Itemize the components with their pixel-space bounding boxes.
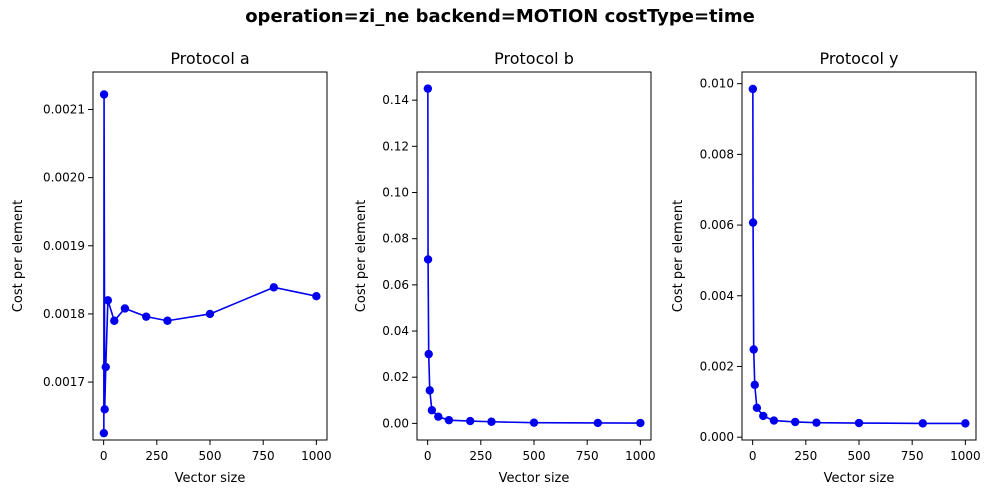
data-point bbox=[141, 312, 151, 321]
plot-frame bbox=[741, 71, 977, 441]
data-point bbox=[790, 417, 800, 427]
x-tick-label: 0 bbox=[749, 449, 757, 463]
y-axis-label: Cost per element bbox=[671, 200, 686, 312]
y-tick-label: 0.04 bbox=[382, 324, 409, 338]
data-point bbox=[269, 283, 279, 292]
y-tick-label: 0.002 bbox=[700, 359, 734, 373]
x-axis-label: Vector size bbox=[824, 471, 895, 486]
x-tick-label: 500 bbox=[848, 449, 871, 463]
x-tick-label: 1000 bbox=[301, 449, 332, 463]
y-tick-label: 0.0017 bbox=[43, 375, 85, 389]
subplot-1: Protocol a 0 250 500 750 1000 0.0017 0.0018 0.00… bbox=[11, 49, 332, 486]
x-tick-label: 250 bbox=[794, 449, 817, 463]
y-axis-label: Cost per element bbox=[11, 200, 26, 312]
y-tick-label: 0.08 bbox=[382, 232, 409, 246]
data-point bbox=[427, 406, 437, 415]
data-point bbox=[444, 415, 454, 425]
subplot-2: Protocol b 0 250 500 750 1000 0.00 0.02 0.04 0.06… bbox=[354, 49, 656, 486]
data-point bbox=[918, 419, 928, 428]
y-axis-label: Cost per element bbox=[354, 200, 369, 312]
data-point bbox=[423, 84, 433, 93]
x-tick-label: 750 bbox=[901, 449, 924, 463]
series-line bbox=[752, 88, 966, 425]
x-axis-label: Vector size bbox=[175, 471, 246, 486]
data-point bbox=[163, 316, 172, 325]
data-point bbox=[100, 405, 109, 414]
data-point bbox=[769, 416, 779, 425]
plot-frame bbox=[416, 71, 652, 441]
y-tick-label: 0.02 bbox=[382, 370, 409, 384]
y-tick-label: 0.06 bbox=[382, 278, 409, 292]
y-tick-label: 0.10 bbox=[382, 186, 409, 200]
data-point bbox=[312, 292, 321, 301]
x-tick-label: 750 bbox=[576, 449, 599, 463]
data-point bbox=[748, 84, 758, 94]
x-tick-label: 500 bbox=[199, 449, 222, 463]
y-tick-label: 0.010 bbox=[700, 77, 734, 91]
data-point bbox=[750, 380, 759, 390]
x-tick-label: 0 bbox=[100, 449, 108, 463]
y-tick-label: 0.14 bbox=[382, 93, 409, 107]
plot-frame bbox=[92, 71, 328, 441]
x-tick-label: 0 bbox=[424, 449, 432, 463]
y-tick-label: 0.0019 bbox=[43, 239, 85, 253]
y-tick-label: 0.000 bbox=[700, 430, 734, 444]
x-tick-label: 250 bbox=[469, 449, 492, 463]
subplot-title: Protocol b bbox=[494, 49, 574, 68]
x-tick-label: 1000 bbox=[625, 449, 656, 463]
data-point bbox=[101, 362, 110, 372]
x-tick-label: 750 bbox=[252, 449, 275, 463]
data-point bbox=[636, 418, 645, 428]
data-point bbox=[434, 412, 443, 421]
data-point bbox=[487, 417, 496, 426]
y-tick-label: 0.00 bbox=[382, 416, 409, 430]
subplot-3: Protocol y 0 250 500 750 1000 0.000 0.002 0.004 0… bbox=[671, 49, 981, 486]
data-point bbox=[593, 418, 603, 428]
data-point bbox=[424, 349, 433, 359]
data-point bbox=[759, 411, 768, 421]
data-point bbox=[103, 296, 113, 305]
data-point bbox=[748, 218, 758, 227]
data-point bbox=[110, 316, 119, 325]
y-tick-label: 0.12 bbox=[382, 139, 409, 153]
subplot-title: Protocol a bbox=[170, 49, 249, 68]
data-point bbox=[99, 428, 109, 438]
x-tick-label: 500 bbox=[523, 449, 546, 463]
data-point bbox=[529, 418, 539, 427]
data-point bbox=[99, 90, 109, 99]
data-point bbox=[205, 309, 215, 319]
x-axis-label: Vector size bbox=[499, 471, 570, 486]
data-point bbox=[752, 403, 762, 413]
figure-title: operation=zi_ne backend=MOTION costType=… bbox=[245, 6, 755, 27]
y-tick-label: 0.006 bbox=[700, 218, 734, 232]
y-tick-label: 0.0020 bbox=[43, 171, 85, 185]
data-point bbox=[120, 304, 130, 313]
data-point bbox=[465, 416, 475, 426]
data-point bbox=[961, 419, 970, 428]
data-point bbox=[425, 386, 434, 395]
y-tick-label: 0.008 bbox=[700, 147, 734, 161]
series-line bbox=[103, 94, 317, 434]
series-line bbox=[427, 88, 641, 424]
data-point bbox=[812, 418, 821, 427]
data-point bbox=[854, 418, 864, 428]
x-tick-label: 1000 bbox=[950, 449, 981, 463]
data-point bbox=[423, 255, 433, 264]
data-point bbox=[749, 345, 758, 354]
subplot-title: Protocol y bbox=[819, 49, 898, 68]
x-tick-label: 250 bbox=[145, 449, 168, 463]
y-tick-label: 0.0018 bbox=[43, 307, 85, 321]
y-tick-label: 0.0021 bbox=[43, 102, 85, 116]
y-tick-label: 0.004 bbox=[700, 289, 734, 303]
